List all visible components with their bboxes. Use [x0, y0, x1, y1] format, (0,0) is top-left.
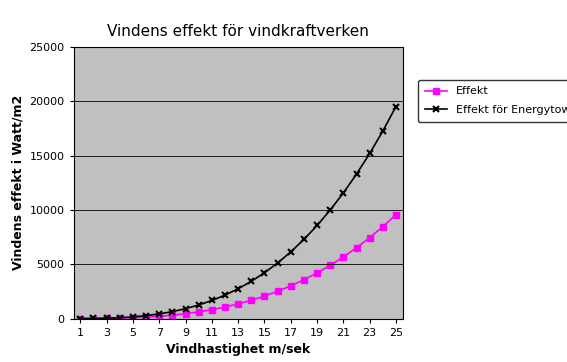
Effekt för Energytower: [143, 313, 150, 318]
Effekt: [366, 235, 373, 240]
Effekt för Energytower: [301, 237, 307, 241]
Legend: Effekt, Effekt för Energytower: Effekt, Effekt för Energytower: [418, 80, 567, 122]
Effekt: [195, 310, 202, 314]
Effekt för Energytower: [314, 223, 320, 228]
Effekt för Energytower: [169, 310, 176, 314]
Effekt för Energytower: [379, 129, 386, 133]
Effekt: [314, 271, 320, 275]
Effekt: [353, 245, 360, 250]
Effekt för Energytower: [195, 303, 202, 307]
Y-axis label: Vindens effekt i Watt/m2: Vindens effekt i Watt/m2: [11, 95, 24, 270]
Effekt: [143, 315, 150, 319]
X-axis label: Vindhastighet m/sek: Vindhastighet m/sek: [166, 343, 310, 356]
Effekt för Energytower: [129, 315, 136, 319]
Effekt: [274, 289, 281, 294]
Effekt: [340, 255, 347, 259]
Effekt: [129, 316, 136, 320]
Effekt för Energytower: [235, 287, 242, 291]
Effekt för Energytower: [182, 307, 189, 311]
Effekt: [169, 313, 176, 317]
Effekt: [182, 312, 189, 316]
Effekt: [392, 212, 399, 217]
Effekt för Energytower: [353, 172, 360, 176]
Effekt: [103, 316, 110, 321]
Line: Effekt: Effekt: [78, 212, 399, 321]
Effekt: [90, 316, 97, 321]
Effekt: [235, 302, 242, 306]
Effekt för Energytower: [103, 316, 110, 320]
Effekt för Energytower: [261, 270, 268, 275]
Effekt för Energytower: [222, 293, 229, 297]
Effekt för Energytower: [209, 298, 215, 303]
Effekt: [156, 314, 163, 319]
Effekt: [379, 224, 386, 229]
Effekt för Energytower: [156, 312, 163, 316]
Effekt för Energytower: [77, 316, 84, 321]
Effekt för Energytower: [116, 316, 123, 320]
Effekt: [327, 263, 333, 268]
Effekt: [248, 298, 255, 303]
Effekt för Energytower: [90, 316, 97, 321]
Effekt för Energytower: [392, 104, 399, 109]
Effekt: [77, 316, 84, 321]
Effekt: [222, 305, 229, 309]
Effekt: [209, 308, 215, 312]
Effekt för Energytower: [248, 279, 255, 283]
Effekt för Energytower: [287, 250, 294, 254]
Effekt för Energytower: [366, 151, 373, 156]
Line: Effekt för Energytower: Effekt för Energytower: [77, 103, 400, 322]
Effekt: [287, 284, 294, 288]
Effekt för Energytower: [327, 208, 333, 212]
Effekt: [261, 294, 268, 298]
Effekt: [116, 316, 123, 320]
Effekt: [301, 278, 307, 282]
Effekt för Energytower: [340, 191, 347, 195]
Title: Vindens effekt för vindkraftverken: Vindens effekt för vindkraftverken: [107, 24, 369, 39]
Effekt för Energytower: [274, 261, 281, 265]
